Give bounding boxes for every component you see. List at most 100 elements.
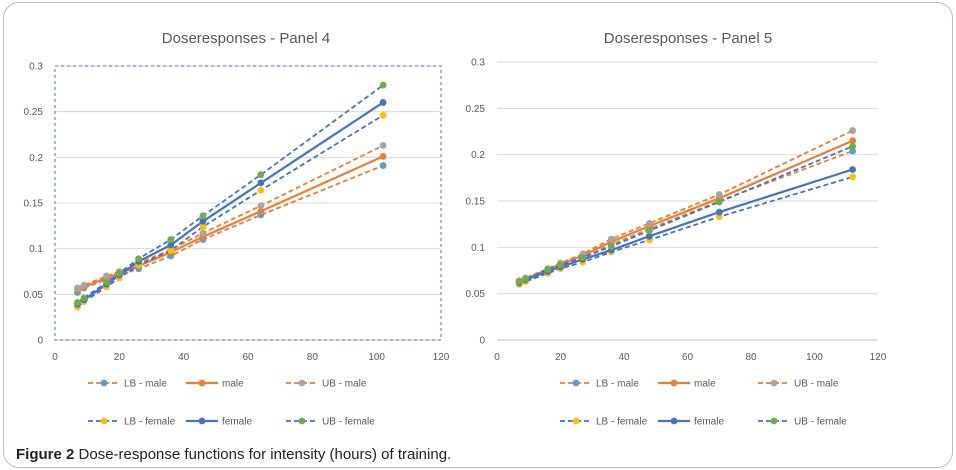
panel-5-point-ub_female xyxy=(849,142,856,150)
panel-4-chart: Doseresponses - Panel 4 0 0.05 0.1 0.15 0.2 0.… xyxy=(24,30,450,428)
panel-5-ytick-label: 0.2 xyxy=(471,150,485,161)
panel-4-point-ub_female xyxy=(167,236,175,243)
panel-4-ytick-label: 0.15 xyxy=(24,199,44,210)
panel-5-point-ub_female xyxy=(607,243,615,250)
panel-4-xtick-label: 0 xyxy=(52,352,58,363)
panel-5-legend-item: female xyxy=(658,417,724,428)
panel-4-point-ub_male xyxy=(80,281,88,289)
panel-4-xtick-label: 80 xyxy=(307,352,319,363)
figure-frame xyxy=(3,2,953,468)
panel-5-point-ub_female xyxy=(557,261,564,269)
panel-4-xtick-label: 20 xyxy=(114,352,126,363)
panel-4-point-ub_female xyxy=(135,255,143,263)
panel-5-xtick-label: 60 xyxy=(682,352,694,363)
panel-4-point-ub_male xyxy=(74,284,81,292)
panel-4-legend-item: UB - female xyxy=(286,417,375,428)
panel-4-legend-swatch-marker xyxy=(198,379,206,387)
panel-4-point-female xyxy=(199,217,207,225)
panel-5-point-ub_female xyxy=(515,278,523,286)
panel-4-xtick-label: 40 xyxy=(178,352,190,363)
panel-4-point-ub_male xyxy=(257,202,265,210)
panel-4-point-ub_female xyxy=(257,171,265,179)
panel-4-point-lb_female xyxy=(167,247,175,254)
panel-5-point-ub_female xyxy=(579,254,587,261)
panel-5-legend-label: UB - male xyxy=(794,379,839,390)
panel-4-legend-label: UB - male xyxy=(322,379,367,390)
panel-4-legend-item: LB - male xyxy=(88,379,167,390)
panel-4-legend-label: male xyxy=(222,379,244,390)
panel-4-point-ub_female xyxy=(74,299,81,306)
panel-5-legend-item: LB - male xyxy=(560,379,639,390)
panel-4-point-female xyxy=(257,179,265,187)
panel-5-series-line-female xyxy=(518,168,853,284)
panel-5-series-line-male xyxy=(518,139,854,283)
panel-5-point-lb_female xyxy=(849,173,856,181)
panel-5-point-ub_female xyxy=(544,266,552,273)
panel-5-point-ub_male xyxy=(607,235,615,243)
panel-5-legend-label: female xyxy=(694,417,724,428)
panel-5-point-female xyxy=(715,208,723,216)
panel-4-point-lb_female xyxy=(257,186,265,194)
panel-5-legend-label: LB - male xyxy=(596,379,639,390)
panel-5-legend-swatch-marker xyxy=(572,379,580,387)
panel-5-point-male xyxy=(849,137,856,145)
panel-5-legend-item: male xyxy=(658,379,716,390)
panel-4-ytick-label: 0.05 xyxy=(24,290,44,301)
panel-5-legend-swatch-marker xyxy=(670,379,678,387)
panel-5-legend-swatch-marker xyxy=(670,417,678,425)
panel-5-series-line-ub_male xyxy=(518,129,853,282)
panel-5-point-female xyxy=(849,166,856,173)
panel-4-title: Doseresponses - Panel 4 xyxy=(162,30,330,47)
panel-4-legend-label: LB - female xyxy=(124,417,176,428)
panel-5-series-line-lb_female xyxy=(518,176,853,286)
panel-5-xtick-label: 80 xyxy=(745,352,757,363)
panel-4-point-lb_female xyxy=(379,111,387,119)
panel-4-xtick-label: 100 xyxy=(368,352,385,363)
panel-5-point-ub_female xyxy=(646,227,653,235)
panel-5-legend-label: male xyxy=(694,379,716,390)
panel-4-ytick-label: 0.1 xyxy=(29,244,43,255)
panel-5-legend-item: UB - male xyxy=(758,379,839,390)
panel-5-title: Doseresponses - Panel 5 xyxy=(604,30,772,47)
panel-4-series-line-lb_female xyxy=(76,114,384,308)
panel-4-series-line-ub_female xyxy=(76,84,384,304)
panel-4-point-ub_male xyxy=(103,272,110,280)
panel-4-ytick-label: 0.3 xyxy=(29,62,43,73)
panel-4-point-male xyxy=(257,207,265,215)
panel-4-legend-swatch-marker xyxy=(198,417,206,425)
panel-5-point-ub_female xyxy=(715,198,723,206)
panel-5-xtick-label: 100 xyxy=(806,352,823,363)
panel-5-xtick-label: 0 xyxy=(494,352,500,363)
panel-5-legend-item: LB - female xyxy=(560,417,648,428)
figure-caption: Figure 2 Dose-response functions for int… xyxy=(16,446,451,463)
panel-4-point-female xyxy=(167,241,175,249)
panel-5-xtick-label: 120 xyxy=(870,352,887,363)
panel-5-legend-label: UB - female xyxy=(794,417,847,428)
panel-5-point-female xyxy=(646,232,653,240)
panel-4-xtick-label: 120 xyxy=(433,352,450,363)
panel-4-legend-item: LB - female xyxy=(88,417,176,428)
panel-4-xtick-label: 60 xyxy=(242,352,254,363)
panel-5-xtick-label: 20 xyxy=(555,352,567,363)
panel-4-point-ub_female xyxy=(80,294,88,302)
panel-4-point-ub_female xyxy=(379,81,387,89)
panel-5-point-ub_male xyxy=(849,127,856,134)
panel-4-legend-item: male xyxy=(186,379,244,390)
panel-4-point-lb_female xyxy=(199,223,207,231)
panel-5-legend-item: UB - female xyxy=(758,417,847,428)
panel-4-legend-swatch-marker xyxy=(298,379,306,387)
panel-5-legend-swatch-marker xyxy=(572,417,580,425)
panel-4-point-ub_female xyxy=(103,279,110,286)
panel-4-point-lb_male xyxy=(379,162,387,169)
panel-5-legend-label: LB - female xyxy=(596,417,648,428)
panel-5-ytick-label: 0 xyxy=(479,336,485,347)
panel-5-ytick-label: 0.1 xyxy=(471,243,485,254)
panel-5-point-ub_male xyxy=(715,191,723,198)
panel-4-legend-label: female xyxy=(222,417,252,428)
panel-4-legend-label: UB - female xyxy=(322,417,375,428)
panel-4-point-ub_male xyxy=(379,142,387,149)
panel-4-ytick-label: 0.25 xyxy=(24,107,44,118)
panel-5-xtick-label: 40 xyxy=(618,352,630,363)
panel-5-legend-swatch-marker xyxy=(770,379,778,387)
panel-4-legend-swatch-marker xyxy=(100,417,108,425)
